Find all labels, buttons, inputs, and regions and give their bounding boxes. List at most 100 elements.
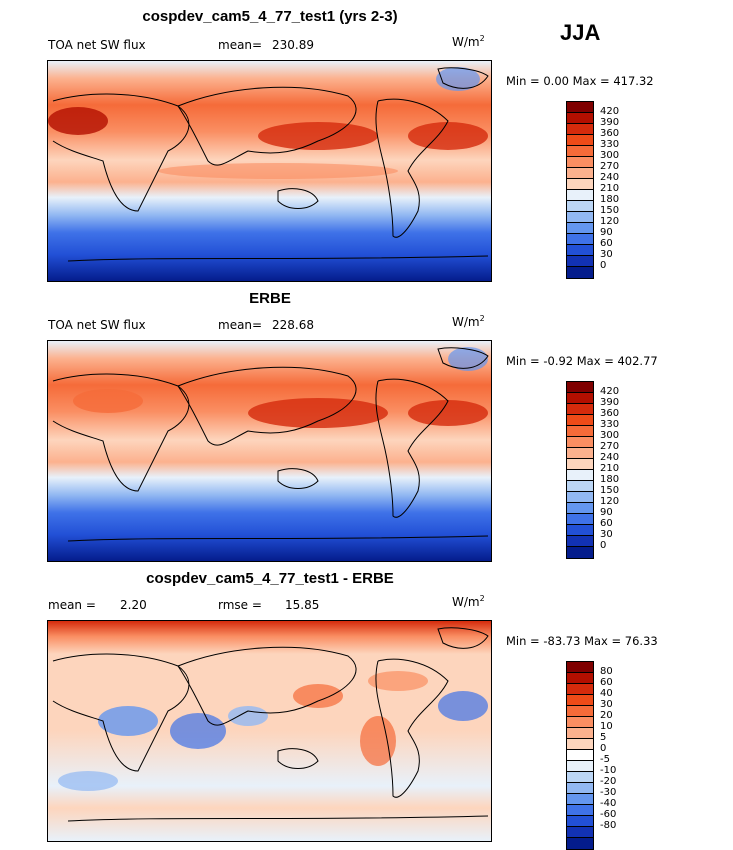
colorbar-swatch bbox=[567, 179, 593, 190]
panel3-rmse-value: 15.85 bbox=[285, 598, 320, 612]
panel2-title: ERBE bbox=[249, 290, 291, 307]
panel3-map bbox=[47, 620, 492, 842]
colorbar-tick-label: 0 bbox=[600, 260, 607, 271]
colorbar-swatch bbox=[567, 146, 593, 157]
colorbar-swatch bbox=[567, 245, 593, 256]
colorbar-swatch bbox=[567, 135, 593, 146]
colorbar-swatch bbox=[567, 256, 593, 267]
colorbar-tick-label: 360 bbox=[600, 408, 620, 419]
colorbar-swatch bbox=[567, 481, 593, 492]
colorbar-tick-label: 80 bbox=[600, 666, 613, 677]
colorbar-tick-label: -20 bbox=[600, 776, 617, 787]
colorbar-swatch bbox=[567, 525, 593, 536]
colorbar-swatch bbox=[567, 827, 593, 838]
panel3-colorbar bbox=[566, 661, 594, 850]
colorbar-swatch bbox=[567, 772, 593, 783]
colorbar-swatch bbox=[567, 382, 593, 393]
colorbar-tick-label: 120 bbox=[600, 496, 620, 507]
colorbar-tick-label: -80 bbox=[600, 820, 617, 831]
panel2-variable-label: TOA net SW flux bbox=[48, 318, 146, 332]
colorbar-tick-label: 10 bbox=[600, 721, 613, 732]
colorbar-swatch bbox=[567, 547, 593, 558]
colorbar-swatch bbox=[567, 267, 593, 278]
colorbar-tick-label: -60 bbox=[600, 809, 617, 820]
colorbar-tick-label: 0 bbox=[600, 540, 607, 551]
panel3-mean-label: mean = bbox=[48, 598, 96, 612]
colorbar-swatch bbox=[567, 816, 593, 827]
colorbar-swatch bbox=[567, 728, 593, 739]
panel1-mean-label: mean= bbox=[218, 38, 263, 52]
panel1-map bbox=[47, 60, 492, 282]
colorbar-swatch bbox=[567, 459, 593, 470]
colorbar-swatch bbox=[567, 673, 593, 684]
panel3-title: cospdev_cam5_4_77_test1 - ERBE bbox=[146, 570, 394, 587]
colorbar-swatch bbox=[567, 124, 593, 135]
colorbar-tick-label: 120 bbox=[600, 216, 620, 227]
colorbar-tick-label: 180 bbox=[600, 474, 620, 485]
colorbar-tick-label: 210 bbox=[600, 183, 620, 194]
colorbar-tick-label: 420 bbox=[600, 106, 620, 117]
colorbar-tick-label: 30 bbox=[600, 699, 613, 710]
colorbar-tick-label: 30 bbox=[600, 529, 613, 540]
colorbar-swatch bbox=[567, 426, 593, 437]
colorbar-swatch bbox=[567, 695, 593, 706]
colorbar-swatch bbox=[567, 503, 593, 514]
colorbar-swatch bbox=[567, 102, 593, 113]
colorbar-swatch bbox=[567, 234, 593, 245]
panel3-units: W/m2 bbox=[452, 594, 485, 609]
colorbar-tick-label: 60 bbox=[600, 238, 613, 249]
panel1-colorbar bbox=[566, 101, 594, 279]
colorbar-tick-label: 300 bbox=[600, 430, 620, 441]
colorbar-tick-label: -40 bbox=[600, 798, 617, 809]
panel2-units: W/m2 bbox=[452, 314, 485, 329]
colorbar-swatch bbox=[567, 536, 593, 547]
colorbar-tick-label: 30 bbox=[600, 249, 613, 260]
panel3-map-field bbox=[48, 621, 491, 841]
colorbar-tick-label: -30 bbox=[600, 787, 617, 798]
colorbar-tick-label: 0 bbox=[600, 743, 607, 754]
panel3-rmse-label: rmse = bbox=[218, 598, 262, 612]
panel3-minmax: Min = -83.73 Max = 76.33 bbox=[506, 634, 658, 648]
colorbar-swatch bbox=[567, 750, 593, 761]
colorbar-tick-label: 330 bbox=[600, 419, 620, 430]
colorbar-tick-label: 90 bbox=[600, 507, 613, 518]
colorbar-tick-label: 150 bbox=[600, 205, 620, 216]
colorbar-swatch bbox=[567, 223, 593, 234]
colorbar-tick-label: 5 bbox=[600, 732, 607, 743]
colorbar-tick-label: 40 bbox=[600, 688, 613, 699]
panel1-mean-value: 230.89 bbox=[272, 38, 314, 52]
colorbar-swatch bbox=[567, 492, 593, 503]
colorbar-swatch bbox=[567, 212, 593, 223]
colorbar-swatch bbox=[567, 706, 593, 717]
colorbar-tick-label: -5 bbox=[600, 754, 610, 765]
colorbar-tick-label: 60 bbox=[600, 518, 613, 529]
colorbar-swatch bbox=[567, 514, 593, 525]
colorbar-swatch bbox=[567, 739, 593, 750]
colorbar-swatch bbox=[567, 448, 593, 459]
colorbar-tick-label: 60 bbox=[600, 677, 613, 688]
colorbar-tick-label: 270 bbox=[600, 161, 620, 172]
panel2-colorbar bbox=[566, 381, 594, 559]
colorbar-swatch bbox=[567, 113, 593, 124]
colorbar-swatch bbox=[567, 717, 593, 728]
panel1-units: W/m2 bbox=[452, 34, 485, 49]
panel1-title: cospdev_cam5_4_77_test1 (yrs 2-3) bbox=[142, 8, 398, 25]
colorbar-tick-label: 240 bbox=[600, 452, 620, 463]
panel1-minmax: Min = 0.00 Max = 417.32 bbox=[506, 74, 654, 88]
colorbar-swatch bbox=[567, 168, 593, 179]
panel2-mean-label: mean= bbox=[218, 318, 263, 332]
colorbar-swatch bbox=[567, 838, 593, 849]
colorbar-tick-label: 330 bbox=[600, 139, 620, 150]
panel2-mean-value: 228.68 bbox=[272, 318, 314, 332]
colorbar-swatch bbox=[567, 201, 593, 212]
colorbar-tick-label: -10 bbox=[600, 765, 617, 776]
colorbar-tick-label: 180 bbox=[600, 194, 620, 205]
colorbar-swatch bbox=[567, 761, 593, 772]
panel2-map bbox=[47, 340, 492, 562]
colorbar-swatch bbox=[567, 662, 593, 673]
season-label: JJA bbox=[560, 20, 601, 45]
colorbar-tick-label: 90 bbox=[600, 227, 613, 238]
colorbar-swatch bbox=[567, 404, 593, 415]
colorbar-tick-label: 20 bbox=[600, 710, 613, 721]
panel3-mean-value: 2.20 bbox=[120, 598, 147, 612]
